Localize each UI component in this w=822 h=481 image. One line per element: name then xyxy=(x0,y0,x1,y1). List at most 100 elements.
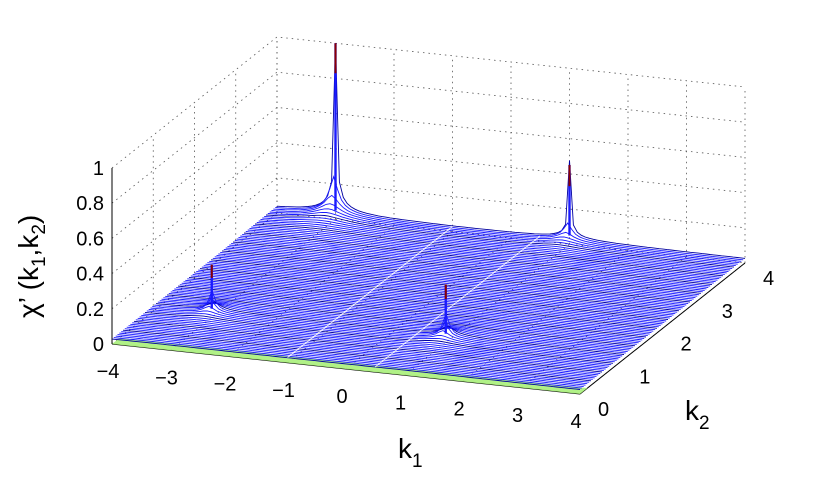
mesh-line xyxy=(157,301,626,354)
mesh-line xyxy=(115,335,584,388)
grid-line xyxy=(287,231,453,364)
surface-floor xyxy=(112,338,588,394)
x-tick-label: 2 xyxy=(453,399,464,421)
grid-line xyxy=(111,106,746,239)
mesh-line xyxy=(249,228,718,281)
mesh-line xyxy=(265,214,735,268)
z-tick-label: 0 xyxy=(93,334,104,356)
mesh-line xyxy=(198,269,667,322)
grid-line xyxy=(404,243,570,376)
mesh-line xyxy=(199,268,669,320)
mesh-line xyxy=(176,287,645,339)
y-tick-label: 0 xyxy=(598,399,609,421)
mesh-line xyxy=(262,217,731,271)
mesh-line xyxy=(154,291,623,357)
mesh-line xyxy=(183,281,652,334)
mesh-line xyxy=(229,244,698,297)
y-tick-label: 2 xyxy=(681,334,692,356)
mesh-line xyxy=(251,226,720,280)
mesh-line xyxy=(137,317,606,370)
mesh-line xyxy=(234,240,703,293)
x-tick-label: −2 xyxy=(214,374,237,396)
mesh-line xyxy=(216,254,685,307)
mesh-line xyxy=(185,279,654,332)
mesh-line xyxy=(260,219,729,272)
mesh-line xyxy=(194,272,663,325)
mesh-line xyxy=(264,216,733,270)
mesh-line xyxy=(243,232,713,286)
mesh-line xyxy=(232,241,702,294)
peak-marks xyxy=(210,43,571,334)
mesh-line xyxy=(192,274,661,326)
mesh-line xyxy=(242,234,711,287)
mesh-line xyxy=(168,292,637,345)
mesh-line xyxy=(113,337,582,389)
mesh-line xyxy=(133,320,603,373)
z-tick-label: 0.4 xyxy=(76,264,104,286)
x-tick-label: −1 xyxy=(272,380,295,402)
x-tick-label: −3 xyxy=(155,367,178,389)
mesh-line xyxy=(212,257,681,310)
mesh-line xyxy=(161,298,630,351)
mesh-line xyxy=(273,194,742,262)
mesh-line xyxy=(203,265,672,318)
mesh-line xyxy=(121,331,590,383)
mesh-line xyxy=(135,319,604,372)
mesh-line xyxy=(190,275,659,328)
mesh-line xyxy=(124,328,593,380)
z-tick-label: 0.6 xyxy=(76,228,104,250)
mesh-line xyxy=(276,43,746,259)
mesh-line xyxy=(275,175,744,261)
mesh-line xyxy=(218,253,687,306)
mesh-line xyxy=(267,211,736,267)
grid-line xyxy=(111,36,746,169)
mesh-line xyxy=(271,203,740,264)
mesh-line xyxy=(181,282,650,335)
mesh-line xyxy=(179,284,648,337)
mesh-line xyxy=(174,288,643,341)
mesh-line xyxy=(223,248,692,302)
mesh-line xyxy=(177,285,647,338)
x-tick-label: −4 xyxy=(97,361,120,383)
mesh-line xyxy=(269,208,738,265)
mesh-line xyxy=(240,235,709,288)
mesh-line xyxy=(187,278,656,331)
y-axis-label: k2 xyxy=(685,395,710,434)
grid-line xyxy=(170,218,336,351)
mesh-line xyxy=(188,276,658,329)
mesh-line xyxy=(165,295,634,348)
mesh-line xyxy=(220,251,689,304)
mesh-line xyxy=(225,247,694,300)
mesh-line xyxy=(130,323,599,376)
y-tick-label: 4 xyxy=(763,268,774,290)
mesh-line xyxy=(172,290,641,342)
mesh-line xyxy=(143,313,612,366)
mesh-line xyxy=(128,325,597,377)
z-tick-label: 0.8 xyxy=(76,193,104,215)
mesh-line xyxy=(245,231,714,284)
mesh-line xyxy=(227,246,696,299)
mesh-line xyxy=(258,220,727,274)
mesh-line xyxy=(144,311,614,364)
mesh-line xyxy=(163,297,632,350)
mesh-line xyxy=(247,229,716,283)
mesh-line xyxy=(148,309,617,361)
z-axis-label: χ’ (k1,k2) xyxy=(13,215,50,318)
z-tick-label: 1 xyxy=(93,158,104,180)
mesh-line xyxy=(254,223,724,277)
mesh-line xyxy=(214,256,683,309)
x-axis-label: k1 xyxy=(398,433,423,472)
mesh-seam xyxy=(374,235,541,368)
mesh-line xyxy=(253,225,722,278)
mesh-line xyxy=(170,291,639,344)
x-tick-label: 0 xyxy=(336,386,347,408)
surface-mesh xyxy=(111,43,746,394)
y-axis-line xyxy=(579,262,746,395)
mesh-line xyxy=(236,238,705,291)
mesh-line xyxy=(117,334,586,386)
mesh-line xyxy=(207,262,676,315)
mesh-line xyxy=(122,329,592,382)
